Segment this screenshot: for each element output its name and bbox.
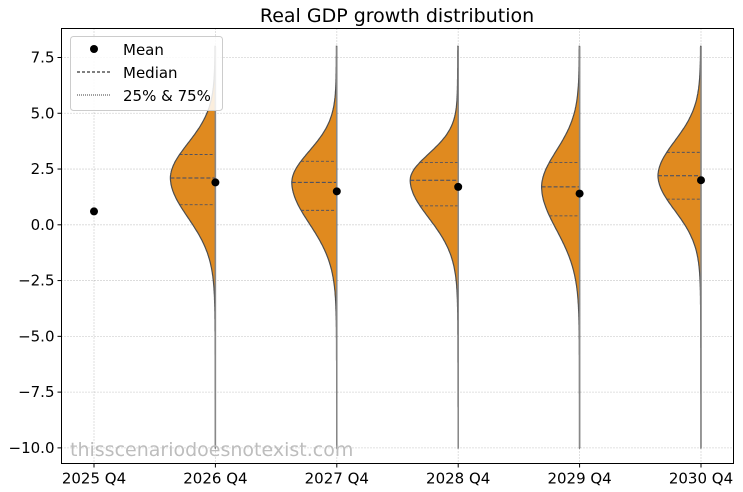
y-axis: −10.0 −7.5 −5.0 −2.5 0.0 2.5 5.0 7.5 xyxy=(9,49,62,457)
y-tick-label: −7.5 xyxy=(18,383,54,401)
y-tick-label: 5.0 xyxy=(31,104,55,122)
y-tick-label: 7.5 xyxy=(31,49,55,67)
y-tick-label: 2.5 xyxy=(31,160,55,178)
x-tick-label: 2028 Q4 xyxy=(426,470,490,488)
y-tick-label: −10.0 xyxy=(9,439,55,457)
y-tick-label: −5.0 xyxy=(18,327,54,345)
legend-mean-marker xyxy=(90,45,98,53)
y-tick-label: 0.0 xyxy=(31,216,55,234)
legend-mean-label: Mean xyxy=(123,41,164,59)
mean-point xyxy=(332,187,341,196)
violin-body xyxy=(657,45,702,449)
legend-median-label: Median xyxy=(123,64,178,82)
legend-box xyxy=(70,36,223,111)
x-tick-label: 2025 Q4 xyxy=(62,470,126,488)
x-tick-label: 2029 Q4 xyxy=(547,470,611,488)
y-tick-label: −2.5 xyxy=(18,272,54,290)
mean-point xyxy=(90,207,98,216)
legend: Mean Median 25% & 75% xyxy=(70,36,223,111)
watermark: thisscenariodoesnotexist.com xyxy=(70,439,353,461)
axes-frame xyxy=(61,28,734,464)
chart-title: Real GDP growth distribution xyxy=(260,5,534,27)
mean-point xyxy=(575,189,584,198)
x-axis: 2025 Q4 2026 Q4 2027 Q4 2028 Q4 2029 Q4 2030 … xyxy=(62,463,733,488)
legend-quartile-label: 25% & 75% xyxy=(123,87,211,105)
mean-point xyxy=(211,178,220,187)
mean-point xyxy=(454,182,463,191)
violin-body xyxy=(291,45,338,449)
mean-point xyxy=(697,176,705,185)
x-tick-label: 2027 Q4 xyxy=(305,470,369,488)
x-tick-label: 2030 Q4 xyxy=(669,470,733,488)
violin-body xyxy=(409,45,459,449)
violins xyxy=(90,45,705,449)
violin-body xyxy=(541,45,581,449)
x-tick-label: 2026 Q4 xyxy=(183,470,247,488)
